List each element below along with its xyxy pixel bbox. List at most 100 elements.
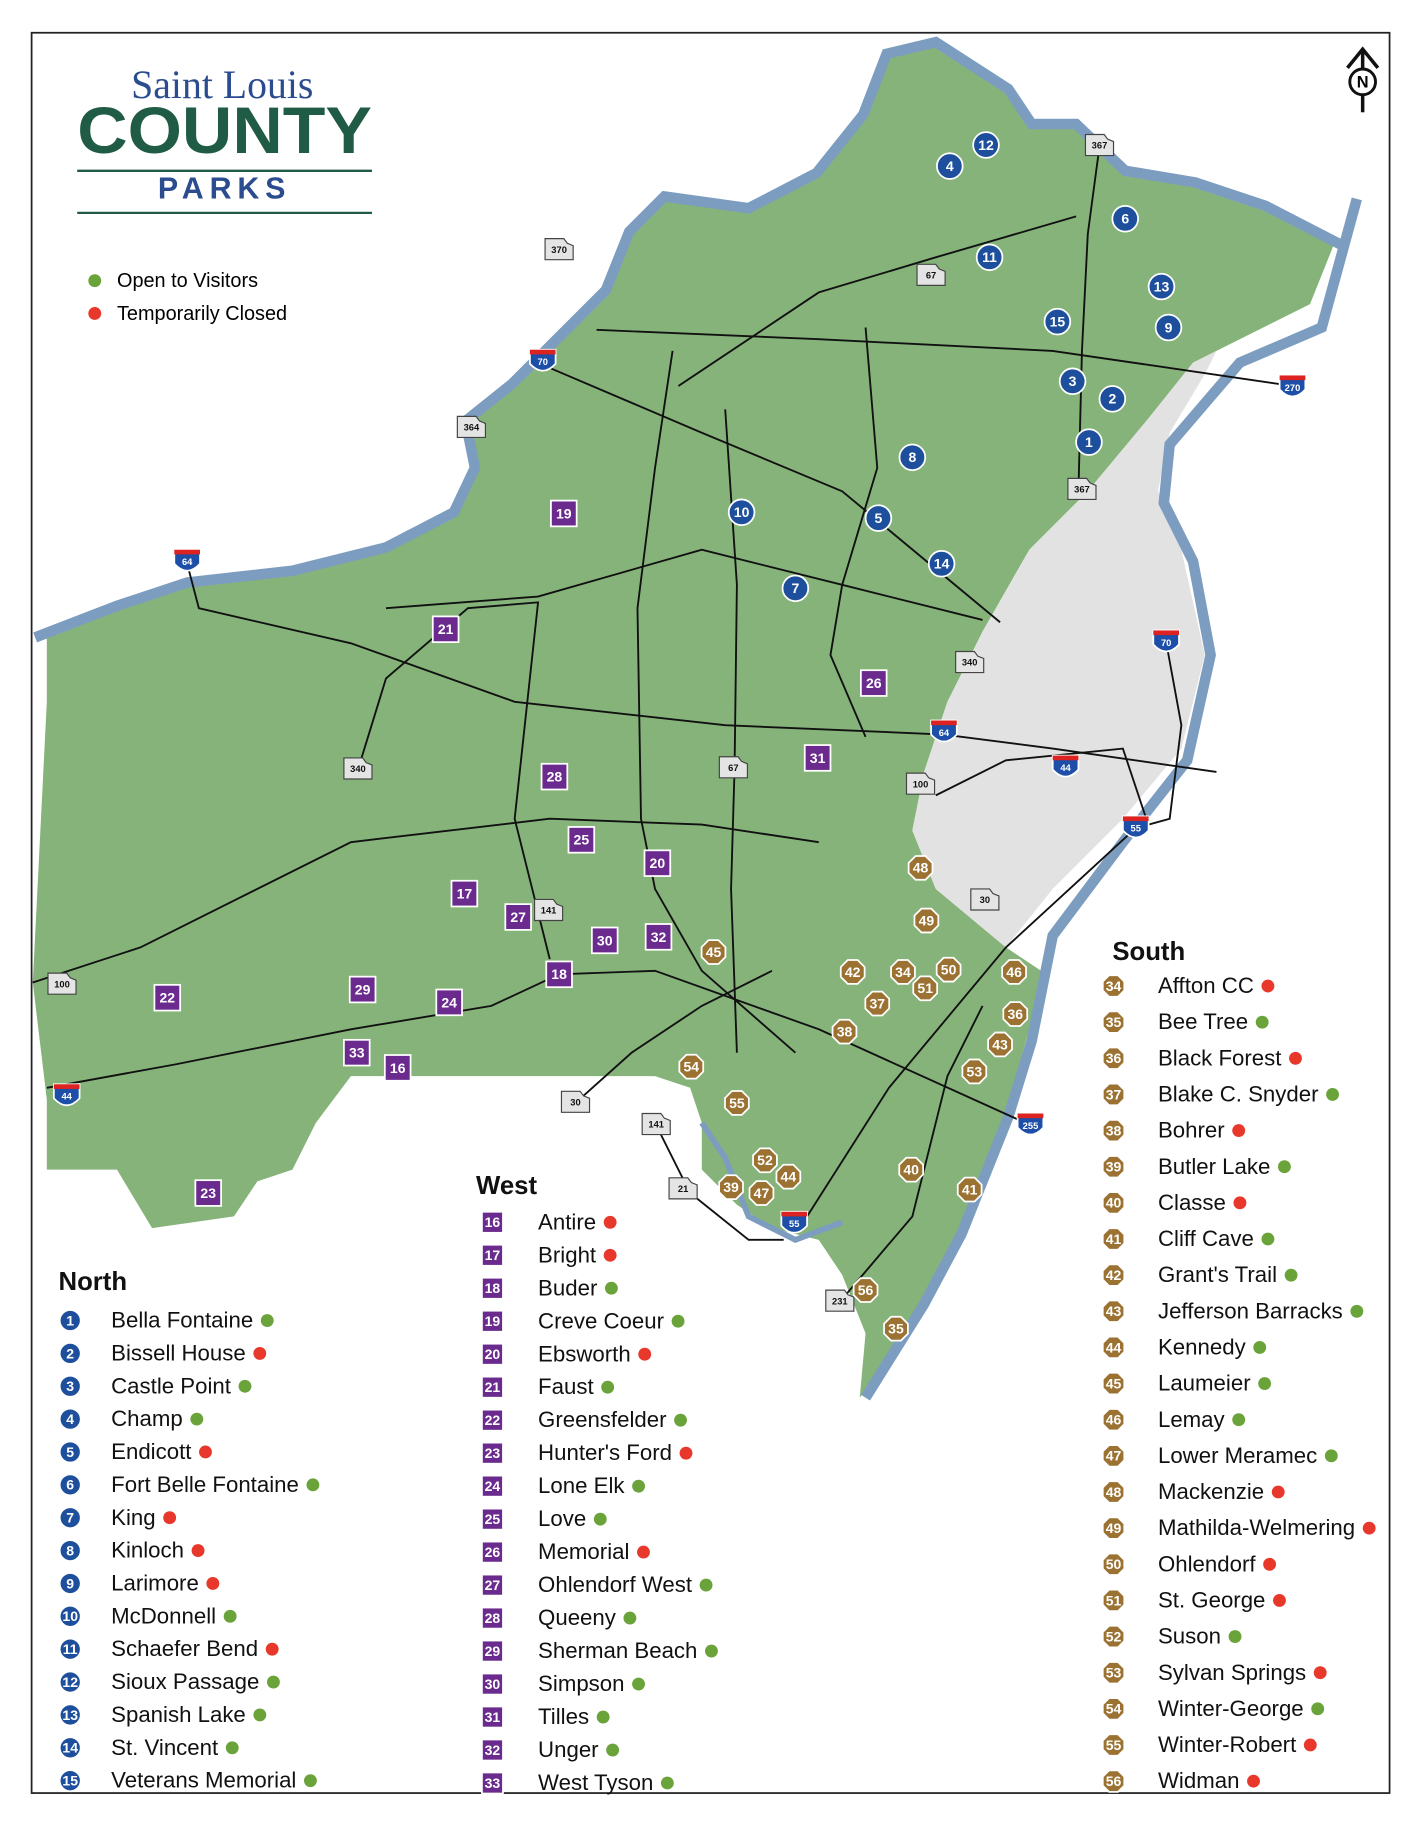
highway-label: 55 [1131,824,1141,834]
marker-shape [590,926,619,955]
status-dot [1311,1702,1325,1716]
highway-label: 367 [1092,141,1108,151]
park-list-item: 55 Winter-Robert [1101,1732,1317,1757]
park-marker: 34 [890,959,916,985]
park-list-item: 4 Champ [58,1406,204,1431]
park-marker: 29 [348,975,377,1004]
marker-shape [58,1309,82,1332]
park-name: Larimore [111,1571,199,1596]
park-marker: 56 [852,1277,879,1303]
park-marker-number: 37 [869,995,885,1011]
park-name: Buder [538,1275,598,1300]
highway-label: 367 [1074,485,1090,495]
park-name: Hunter's Ford [538,1440,672,1465]
park-list-number: 1 [66,1312,74,1328]
marker-shape [912,975,939,1002]
park-name: Greensfelder [538,1407,667,1432]
highway-shield: 64 [930,719,958,743]
park-name: Antire [538,1209,596,1234]
highway-shield: 100 [905,772,936,795]
park-list-item: 1 Bella Fontaine [58,1308,274,1333]
park-name: Butler Lake [1158,1154,1270,1179]
highway-label: 64 [939,728,950,738]
marker-shape [718,1174,744,1200]
park-list-number: 46 [1106,1412,1122,1428]
park-name: Ohlendorf [1158,1551,1256,1576]
park-marker-number: 17 [457,885,473,901]
marker-shape [678,1053,705,1080]
park-marker: 5 [864,504,893,532]
status-dot [253,1346,267,1360]
highway-label: 64 [182,557,193,567]
status-dot [199,1445,212,1459]
park-list-item: 36 Black Forest [1101,1045,1302,1070]
park-marker: 37 [864,990,891,1017]
shield-shape [668,1177,698,1200]
park-list-number: 54 [1106,1701,1122,1717]
shield-top [781,1211,808,1217]
park-marker-number: 56 [858,1282,874,1298]
park-list-number: 12 [62,1674,78,1690]
marker-shape [890,959,916,985]
missouri-river [33,36,1346,643]
park-list-number: 8 [66,1542,74,1558]
park-list-number: 10 [62,1608,78,1624]
marker-shape [1154,313,1183,342]
park-marker-number: 35 [888,1321,904,1337]
highway-label: 270 [1285,383,1301,393]
park-marker: 54 [678,1053,705,1080]
park-marker-number: 26 [866,675,882,691]
road [186,563,1217,773]
highway-shield: 231 [825,1289,855,1312]
marker-shape [898,443,927,472]
park-name: St. Vincent [111,1735,219,1760]
park-list-number: 29 [485,1643,501,1659]
status-dot [699,1578,713,1592]
park-name: Sylvan Springs [1158,1660,1306,1685]
park-list-number: 44 [1106,1339,1122,1355]
shield-shape [1067,477,1097,501]
highway-shield: 141 [641,1112,671,1136]
status-dot [1232,1124,1246,1138]
park-list-item: 6 Fort Belle Fontaine [58,1472,320,1497]
marker-shape [913,907,940,934]
park-name: King [111,1505,155,1530]
marker-shape [481,1342,504,1366]
marker-shape [550,499,578,528]
marker-shape [58,1473,82,1497]
park-list-number: 35 [1106,1014,1122,1030]
park-marker: 44 [775,1163,802,1190]
park-marker-number: 30 [597,932,613,948]
marker-shape [58,1769,82,1793]
park-list-item: 21 Faust [481,1374,615,1399]
park-list-item: 9 Larimore [58,1571,220,1596]
park-marker: 8 [898,443,927,472]
highway-shield: 21 [668,1177,698,1200]
park-list-number: 18 [485,1280,501,1296]
park-name: Bissell House [111,1340,246,1365]
marker-shape [1101,1697,1126,1721]
park-marker-number: 53 [967,1063,983,1079]
road [655,1124,784,1241]
highway-label: 21 [678,1184,688,1194]
park-list-number: 49 [1106,1520,1122,1536]
marker-shape [481,1309,504,1333]
marker-shape [1058,367,1087,396]
legend-dot [88,307,102,320]
marker-shape [1147,272,1176,301]
park-list-item: 12 Sioux Passage [58,1669,280,1694]
park-name: Queeny [538,1605,617,1630]
park-list-number: 24 [485,1478,501,1494]
park-marker: 36 [1002,1001,1029,1027]
highway-label: 100 [54,979,70,989]
park-marker: 22 [153,983,182,1012]
park-list-number: 19 [485,1313,501,1329]
shield-top [1153,630,1180,636]
legend-label: Open to Visitors [117,270,258,292]
park-list-item: 47 Lower Meramec [1101,1443,1338,1468]
park-marker-number: 9 [1165,319,1173,335]
highway-shield: 44 [52,1083,81,1107]
marker-shape [383,1054,412,1082]
park-marker-number: 13 [1154,278,1170,294]
park-marker-number: 39 [723,1179,739,1195]
